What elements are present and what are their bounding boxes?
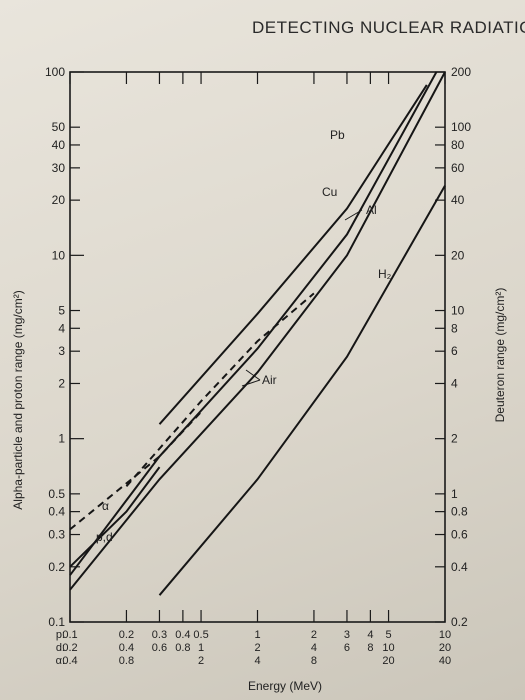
right-tick-label: 200 (451, 65, 471, 79)
right-tick-label: 1 (451, 487, 458, 501)
left-tick-label: 0.2 (48, 560, 65, 574)
x-tick-label: 1 (254, 629, 260, 641)
left-tick-label: 10 (52, 248, 66, 262)
left-tick-label: 30 (52, 161, 66, 175)
right-tick-label: 40 (451, 193, 465, 207)
right-tick-label: 0.4 (451, 560, 468, 574)
left-tick-label: 5 (58, 304, 65, 318)
right-tick-label: 20 (451, 248, 465, 262)
left-tick-label: 50 (52, 120, 66, 134)
left-tick-label: 4 (58, 321, 65, 335)
x-tick-label: 2 (198, 655, 204, 667)
x-tick-label: 0.8 (175, 642, 190, 654)
left-tick-label: 0.4 (48, 505, 65, 519)
x-tick-label: 1 (198, 642, 204, 654)
right-tick-label: 2 (451, 432, 458, 446)
right-tick-label: 80 (451, 138, 465, 152)
x-row-prefix: p: (56, 629, 65, 641)
x-tick-label: 8 (311, 655, 317, 667)
x-tick-label: 6 (344, 642, 350, 654)
x-row-prefix: α: (56, 655, 65, 667)
right-tick-label: 8 (451, 321, 458, 335)
series-line-pb (158, 84, 428, 425)
x-tick-label: 0.5 (193, 629, 208, 641)
left-tick-label: 0.5 (48, 487, 65, 501)
series-label-pb: Pb (330, 128, 345, 142)
right-tick-label: 0.2 (451, 615, 468, 629)
air-leader-line (245, 369, 261, 381)
right-tick-label: 0.8 (451, 505, 468, 519)
x-tick-label: 0.8 (119, 655, 134, 667)
series-line-series (69, 411, 202, 531)
right-tick-label: 0.6 (451, 528, 468, 542)
y2-axis-label: Deuteron range (mg/cm²) (493, 288, 507, 423)
air-leader-line (241, 379, 261, 387)
x-tick-label: 20 (382, 655, 394, 667)
series-line-cu (69, 71, 438, 576)
x-tick-label: 3 (344, 629, 350, 641)
x-tick-label: 10 (439, 629, 451, 641)
x-tick-label: 10 (382, 642, 394, 654)
series-line-h (158, 185, 446, 596)
left-y-axis: 0.1 0.2 0.3 0.4 0.5 1 2 3 4 5 10 20 30 40 50 100 (45, 65, 84, 629)
left-tick-label: 3 (58, 344, 65, 358)
series-lines (69, 71, 446, 596)
series-line-pd (69, 466, 161, 568)
x-tick-label: 4 (367, 629, 373, 641)
left-tick-label: 1 (58, 432, 65, 446)
x-tick-label: 0.4 (175, 629, 190, 641)
series-label-pd: p,d (96, 530, 113, 544)
series-label-air: Air (262, 373, 277, 387)
x-tick-label: 5 (385, 629, 391, 641)
x-tick-label: 8 (367, 642, 373, 654)
left-tick-label: 40 (52, 138, 66, 152)
x-tick-label: 0.1 (62, 629, 77, 641)
y-axis-label: Alpha-particle and proton range (mg/cm²) (11, 290, 25, 509)
series-labels: Pb Cu Al H₂ Air α p,d (96, 128, 392, 544)
x-tick-label: 20 (439, 642, 451, 654)
series-label-cu: Cu (322, 185, 337, 199)
left-tick-label: 0.3 (48, 528, 65, 542)
page-header: DETECTING NUCLEAR RADIATIO (252, 18, 525, 37)
right-tick-label: 100 (451, 120, 471, 134)
left-tick-label: 0.1 (48, 615, 65, 629)
x-tick-label: 0.6 (152, 642, 167, 654)
series-label-series: α (102, 499, 109, 513)
right-y-axis: 0.2 0.4 0.6 0.8 1 2 4 6 8 10 20 40 60 80 100 200 (435, 65, 471, 629)
x-tick-label: 2 (311, 629, 317, 641)
x-tick-label: 0.4 (119, 642, 134, 654)
right-tick-label: 60 (451, 161, 465, 175)
x-tick-label: 0.2 (62, 642, 77, 654)
x-tick-label: 4 (311, 642, 317, 654)
series-label-al: Al (366, 203, 377, 217)
x-tick-label: 0.4 (62, 655, 77, 667)
series-label-h: H₂ (378, 267, 392, 281)
x-tick-label: 2 (254, 642, 260, 654)
left-tick-label: 2 (58, 376, 65, 390)
x-axis: p:d:α:0.10.20.40.20.40.80.30.60.40.80.51… (56, 72, 451, 667)
x-tick-label: 40 (439, 655, 451, 667)
right-tick-label: 10 (451, 304, 465, 318)
right-tick-label: 6 (451, 344, 458, 358)
series-line-air (125, 292, 315, 487)
al-leader-line (344, 209, 363, 221)
x-tick-label: 4 (254, 655, 260, 667)
left-tick-label: 20 (52, 193, 66, 207)
right-tick-label: 4 (451, 376, 458, 390)
left-tick-label: 100 (45, 65, 65, 79)
x-row-prefix: d: (56, 642, 65, 654)
x-tick-label: 0.2 (119, 629, 134, 641)
x-axis-label: Energy (MeV) (248, 679, 322, 693)
x-tick-label: 0.3 (152, 629, 167, 641)
series-line-al (69, 71, 446, 591)
